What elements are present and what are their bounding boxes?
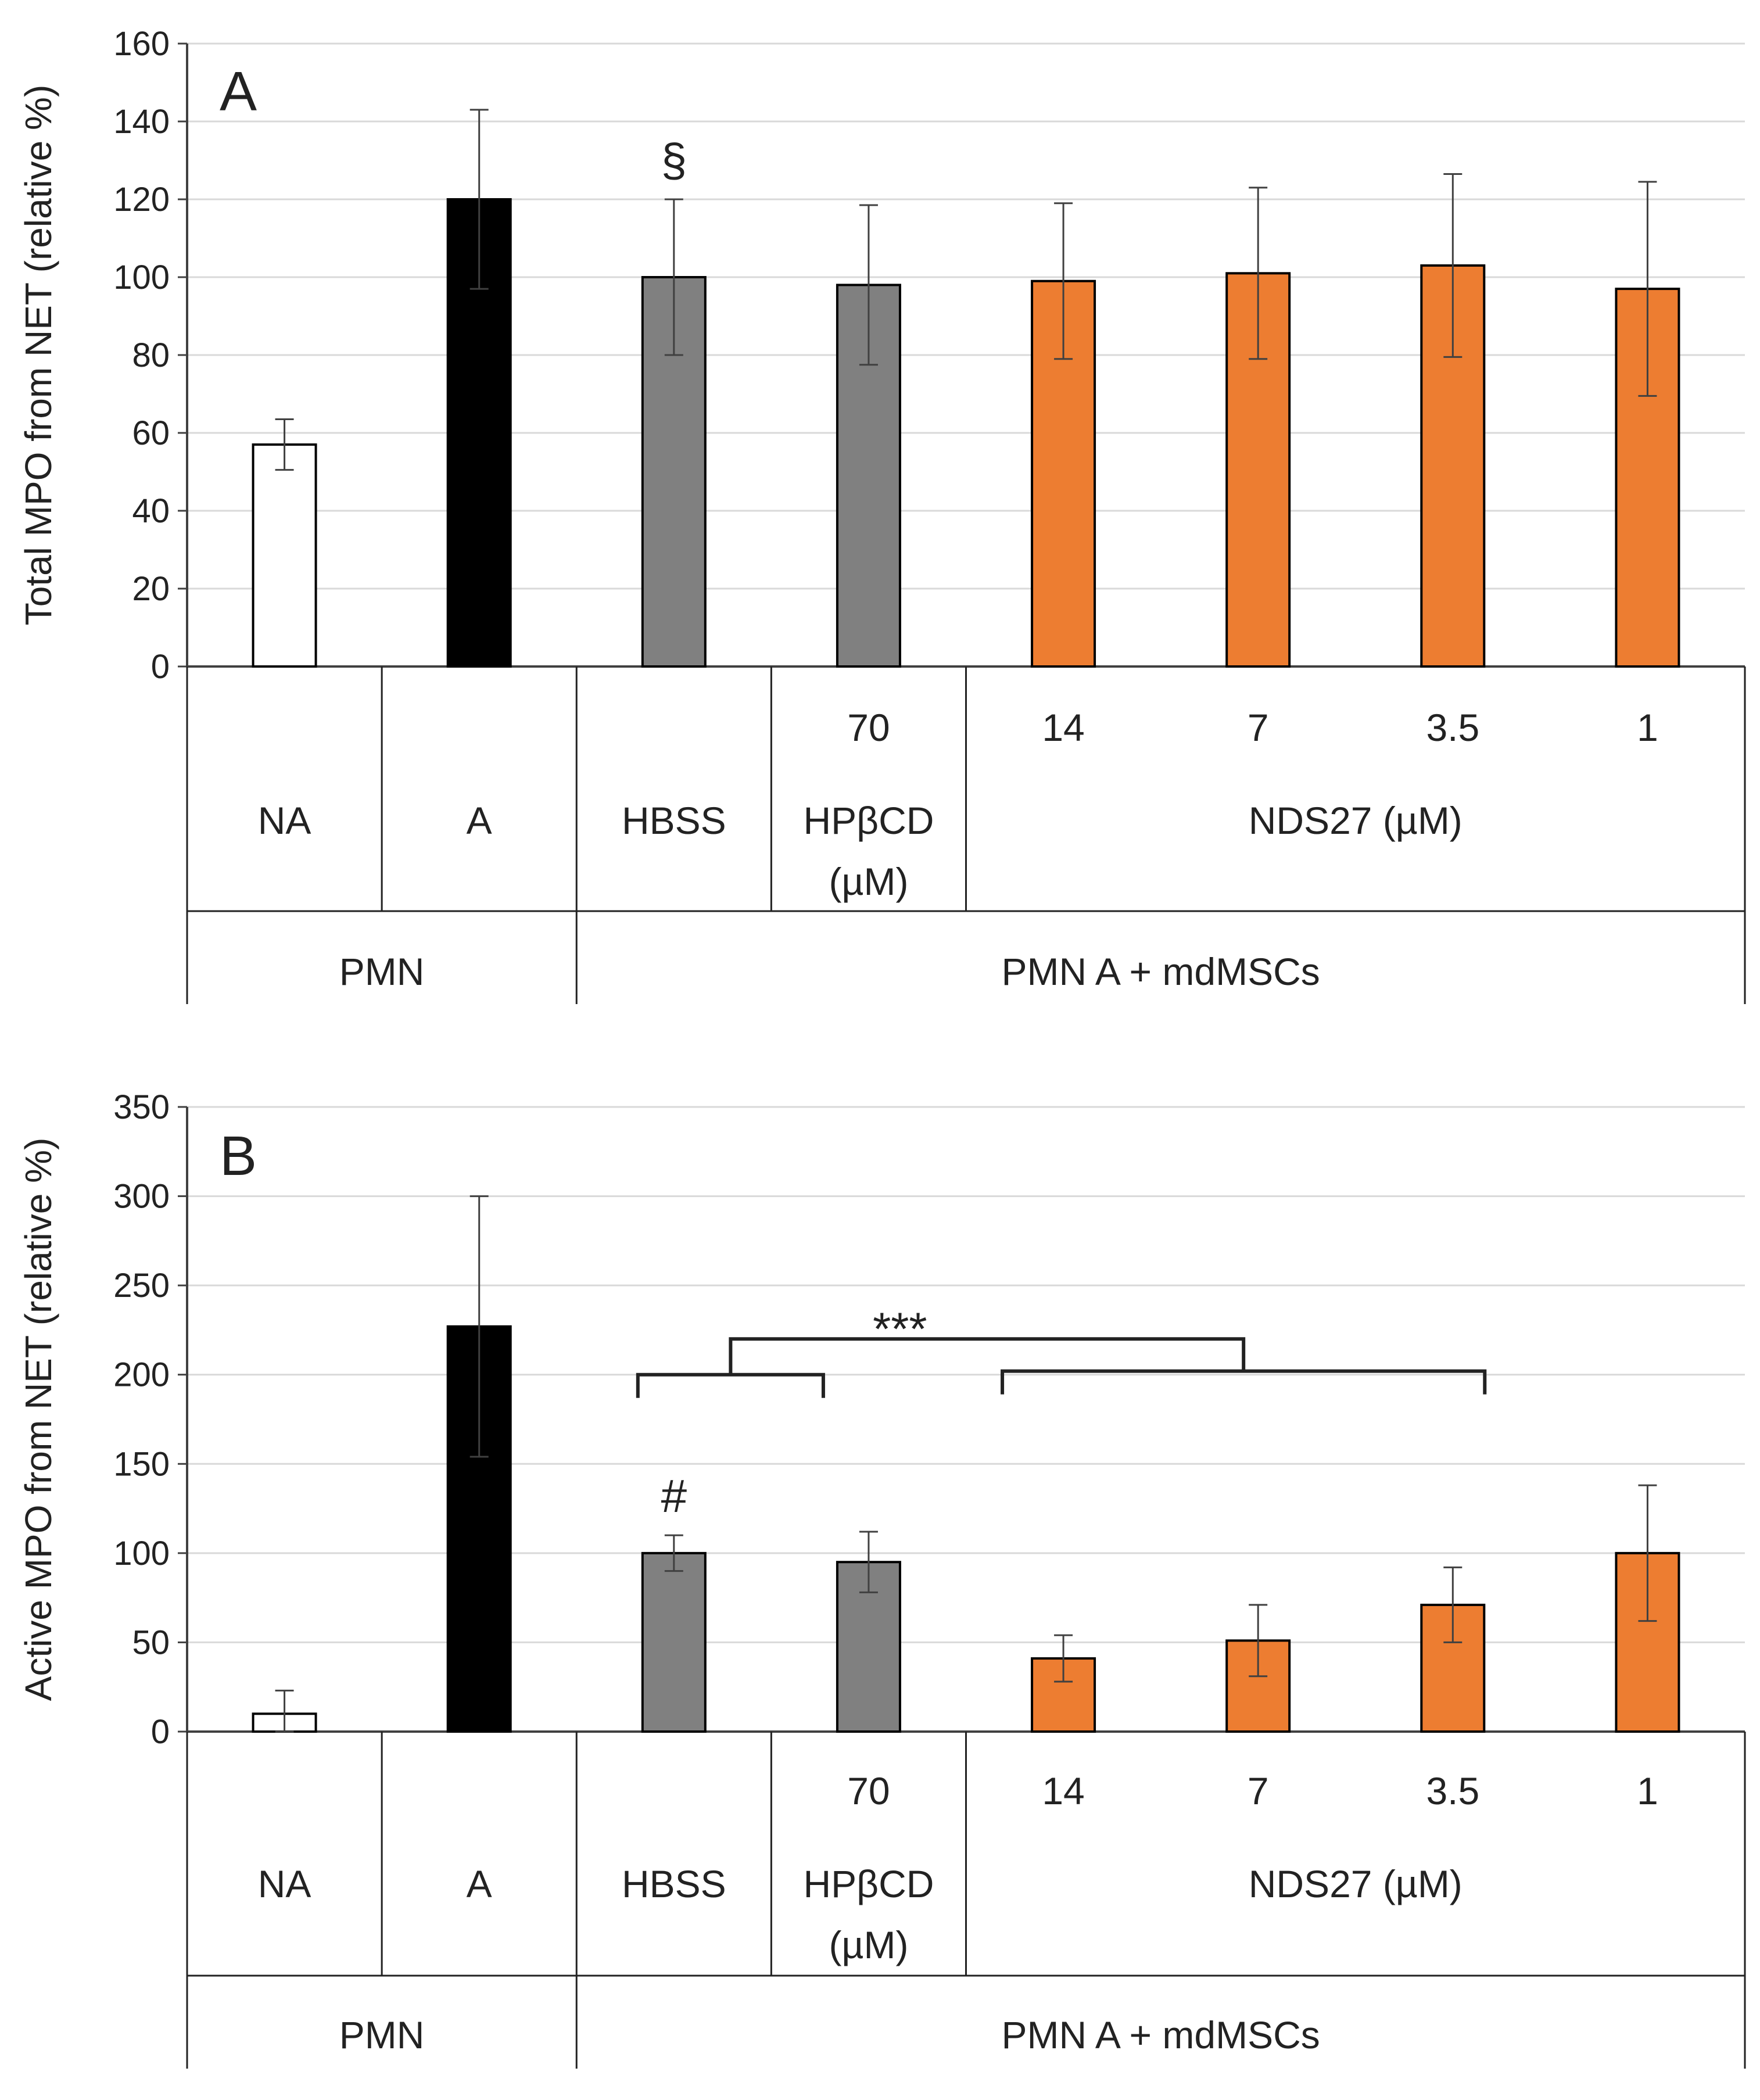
y-tick-label: 100 [113, 259, 170, 296]
bar [1225, 1639, 1291, 1733]
category-label: NDS27 (µM) [1249, 799, 1463, 842]
y-tick-label: 40 [132, 492, 170, 530]
category-label: NA [258, 799, 311, 842]
bar [252, 443, 317, 668]
bar [1031, 279, 1096, 668]
category-label: HBSS [622, 1862, 726, 1905]
y-tick-label: 60 [132, 414, 170, 452]
category-sublabel: 1 [1637, 706, 1658, 749]
y-tick-label: 120 [113, 181, 170, 218]
y-tick-label: 300 [113, 1178, 170, 1216]
category-label: HBSS [622, 799, 726, 842]
category-sublabel: 3.5 [1426, 1769, 1479, 1812]
y-tick-label: 100 [113, 1535, 170, 1572]
y-tick-label: 200 [113, 1356, 170, 1394]
bracket-top [729, 1337, 1246, 1375]
y-tick-label: 160 [113, 25, 170, 63]
category-label-unit: (µM) [829, 860, 908, 903]
significance-stars: *** [873, 1303, 927, 1354]
category-sublabel: 7 [1248, 1769, 1269, 1812]
y-axis-title: Total MPO from NET (relative %) [17, 85, 59, 626]
category-label: HPβCD [803, 1862, 934, 1905]
category-label-unit: (µM) [829, 1923, 908, 1966]
category-label: HPβCD [803, 799, 934, 842]
category-sublabel: 3.5 [1426, 706, 1479, 749]
y-tick-label: 250 [113, 1267, 170, 1305]
panel-a: 0 20 40 60 80 100 120 140 160 Total MPO from NET … [17, 25, 1746, 1004]
y-tick-label: 350 [113, 1088, 170, 1126]
panel-letter: A [220, 60, 257, 123]
y-tick-label: 50 [132, 1624, 170, 1661]
category-sublabel: 1 [1637, 1769, 1658, 1812]
y-tick-label: 0 [151, 648, 170, 686]
category-label: NA [258, 1862, 311, 1905]
y-tick-label: 140 [113, 103, 170, 141]
group-label: PMN A + mdMSCs [1001, 950, 1320, 993]
y-tick-label: 20 [132, 570, 170, 608]
category-label: A [467, 1862, 492, 1905]
y-tick-label: 0 [151, 1713, 170, 1751]
category-sublabel: 70 [847, 1769, 890, 1812]
category-sublabel: 7 [1248, 706, 1269, 749]
group-label: PMN A + mdMSCs [1001, 2013, 1320, 2056]
group-label: PMN [339, 950, 425, 993]
significance-mark: § [661, 134, 687, 186]
category-label: NDS27 (µM) [1249, 1862, 1463, 1905]
panel-letter: B [220, 1125, 257, 1187]
group-label: PMN [339, 2013, 425, 2056]
significance-mark: # [661, 1470, 687, 1522]
category-sublabel: 14 [1042, 706, 1084, 749]
y-axis-title: Active MPO from NET (relative %) [17, 1138, 59, 1701]
y-tick-label: 150 [113, 1445, 170, 1483]
category-sublabel: 14 [1042, 1769, 1084, 1812]
y-tick-label: 80 [132, 336, 170, 374]
category-label: A [467, 799, 492, 842]
bar [641, 1551, 707, 1733]
category-sublabel: 70 [847, 706, 890, 749]
panel-b: 0 50 100 150 200 250 300 350 Active MPO from NET… [17, 1088, 1746, 2069]
